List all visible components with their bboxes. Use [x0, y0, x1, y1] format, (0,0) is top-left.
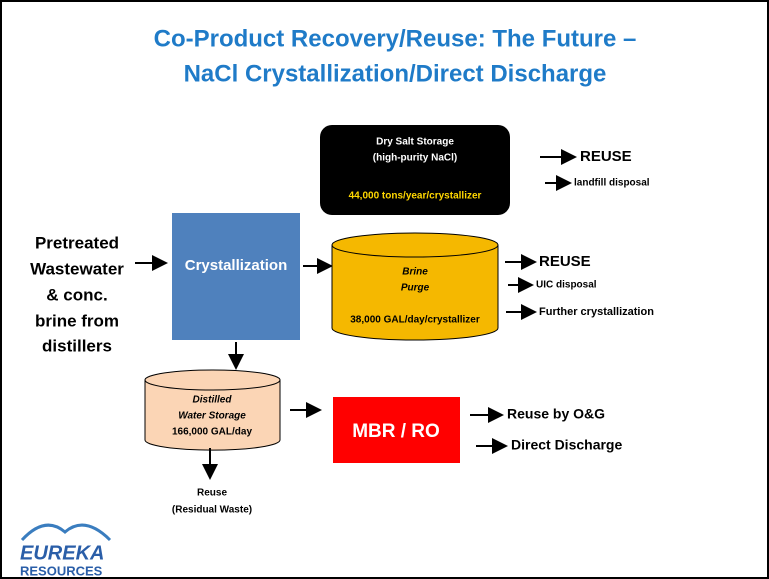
output-label: Reuse by O&G [507, 406, 605, 422]
output-label: Reuse [197, 488, 227, 499]
water-line: Water Storage [178, 411, 246, 422]
output-label: REUSE [580, 148, 632, 165]
input-line: Wastewater [30, 259, 124, 278]
input-line: brine from [35, 311, 119, 330]
logo-text: EUREKA [20, 542, 104, 564]
logo-text: RESOURCES [20, 563, 103, 578]
dry-salt-line: Dry Salt Storage [376, 137, 454, 148]
input-text: Pretreated Wastewater & conc. brine from… [30, 233, 124, 355]
title-line: NaCl Crystallization/Direct Discharge [184, 60, 607, 87]
crystallization-label: Crystallization [185, 257, 288, 274]
output-label: (Residual Waste) [172, 505, 252, 516]
output-label: UIC disposal [536, 280, 597, 291]
title-line: Co-Product Recovery/Reuse: The Future – [154, 25, 637, 52]
input-line: distillers [42, 336, 112, 355]
crystallization-box [172, 213, 300, 340]
output-label: Further crystallization [539, 306, 654, 318]
dry-salt-box [320, 125, 510, 215]
brine-line: Brine [402, 267, 428, 278]
water-cylinder-top [144, 369, 281, 391]
input-line: & conc. [46, 285, 107, 304]
output-label: Direct Discharge [511, 437, 622, 453]
input-line: Pretreated [35, 233, 119, 252]
mbr-label: MBR / RO [352, 421, 440, 442]
dry-salt-amount: 44,000 tons/year/crystallizer [349, 191, 482, 202]
logo-arc [20, 523, 112, 542]
dry-salt-line: (high-purity NaCl) [373, 153, 457, 164]
brine-amount: 38,000 GAL/day/crystallizer [350, 315, 480, 326]
output-label: landfill disposal [574, 178, 650, 189]
brine-line: Purge [401, 283, 430, 294]
mbr-box [333, 397, 460, 463]
brine-cylinder [331, 244, 499, 341]
brine-cylinder-top [331, 232, 499, 258]
water-line: 166,000 GAL/day [172, 427, 252, 438]
water-line: Distilled [193, 395, 233, 406]
output-label: REUSE [539, 253, 591, 270]
water-cylinder [144, 379, 281, 451]
